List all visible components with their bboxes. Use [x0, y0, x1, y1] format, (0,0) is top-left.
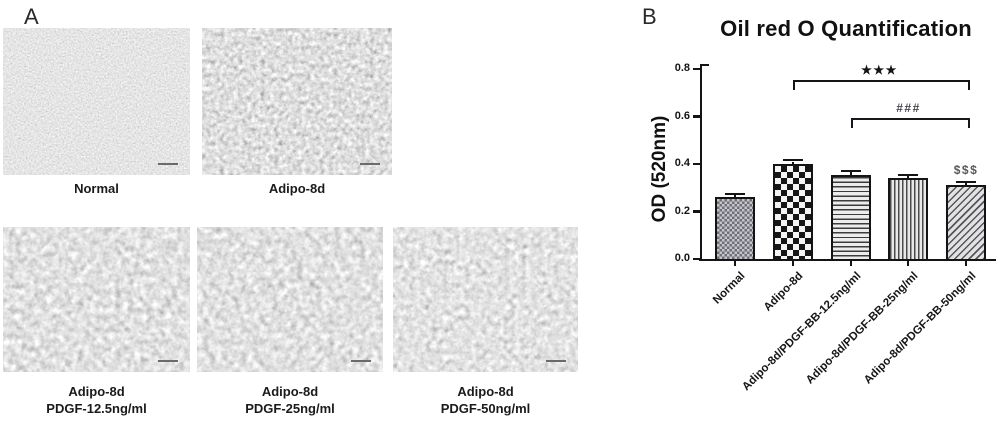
x-tick	[849, 261, 853, 266]
caption-line: Adipo-8d	[268, 181, 326, 196]
scale-bar	[546, 360, 566, 362]
panel-b-label: B	[642, 4, 657, 29]
micrograph-normal	[3, 28, 190, 175]
error-bar-stem	[734, 194, 736, 198]
caption-line: Adipo-8d	[261, 384, 319, 399]
caption-line: PDGF-25ng/ml	[245, 401, 335, 416]
error-bar-cap	[898, 173, 918, 176]
error-bar-stem	[850, 172, 852, 175]
y-tick	[693, 67, 700, 71]
caption-normal: Normal	[3, 180, 190, 197]
x-tick	[906, 261, 910, 266]
scale-bar	[351, 360, 371, 362]
y-tick	[693, 162, 700, 166]
caption-line: PDGF-12.5ng/ml	[46, 401, 147, 416]
y-tick	[693, 257, 700, 261]
y-axis	[700, 64, 703, 262]
sig-bracket-label: ★★★	[861, 62, 898, 77]
y-tick-label: 0.2	[674, 204, 690, 217]
micrograph-adipo-8d-pdgf-12.5	[3, 227, 190, 372]
sig-bar-label: $$$	[953, 163, 979, 178]
chart-bar-hlines	[831, 174, 871, 259]
micrograph-adipo-8d	[202, 28, 392, 175]
error-bar-cap	[956, 180, 976, 183]
chart-bar-vlines	[888, 178, 928, 259]
y-tick	[693, 115, 700, 118]
caption-line: Normal	[74, 181, 119, 196]
scale-bar	[360, 163, 380, 165]
chart-bar-diagonal	[946, 185, 986, 259]
caption-adipo-8d-pdgf-50: Adipo-8d PDGF-50ng/ml	[393, 383, 578, 417]
sig-bracket-label: ###	[896, 101, 921, 116]
y-tick	[693, 210, 700, 213]
caption-adipo-8d: Adipo-8d	[202, 180, 392, 197]
y-tick-label: 0.8	[674, 62, 690, 74]
caption-adipo-8d-pdgf-25: Adipo-8d PDGF-25ng/ml	[197, 383, 383, 417]
error-bar-stem	[965, 182, 967, 186]
error-bar-cap	[783, 159, 803, 162]
caption-line: Adipo-8d	[68, 384, 125, 399]
x-axis	[699, 259, 996, 262]
error-bar-stem	[907, 175, 909, 179]
y-tick-label: 0.4	[674, 157, 690, 169]
scale-bar	[158, 163, 178, 165]
micrograph-adipo-8d-pdgf-25	[197, 227, 383, 372]
chart-bar-fine-checker	[715, 197, 755, 259]
caption-line: Adipo-8d	[457, 384, 514, 399]
y-tick-label: 0.0	[674, 252, 690, 264]
scale-bar	[158, 360, 178, 362]
y-axis-top-hook	[700, 64, 709, 67]
chart-bar-checker	[773, 164, 813, 259]
sig-bracket	[793, 79, 970, 90]
caption-line: PDGF-50ng/ml	[440, 401, 531, 416]
y-tick-label: 0.6	[674, 109, 690, 122]
micrograph-adipo-8d-pdgf-50	[393, 227, 578, 372]
chart-title: Oil red O Quantification	[720, 16, 972, 41]
panel-a-label: A	[24, 4, 39, 29]
x-tick	[733, 261, 737, 266]
sig-bracket	[851, 118, 970, 129]
error-bar-cap	[725, 192, 745, 195]
error-bar-cap	[841, 169, 861, 173]
x-tick	[791, 261, 795, 266]
error-bar-stem	[792, 161, 794, 164]
x-tick	[964, 261, 968, 266]
caption-adipo-8d-pdgf-12.5: Adipo-8d PDGF-12.5ng/ml	[3, 383, 190, 417]
